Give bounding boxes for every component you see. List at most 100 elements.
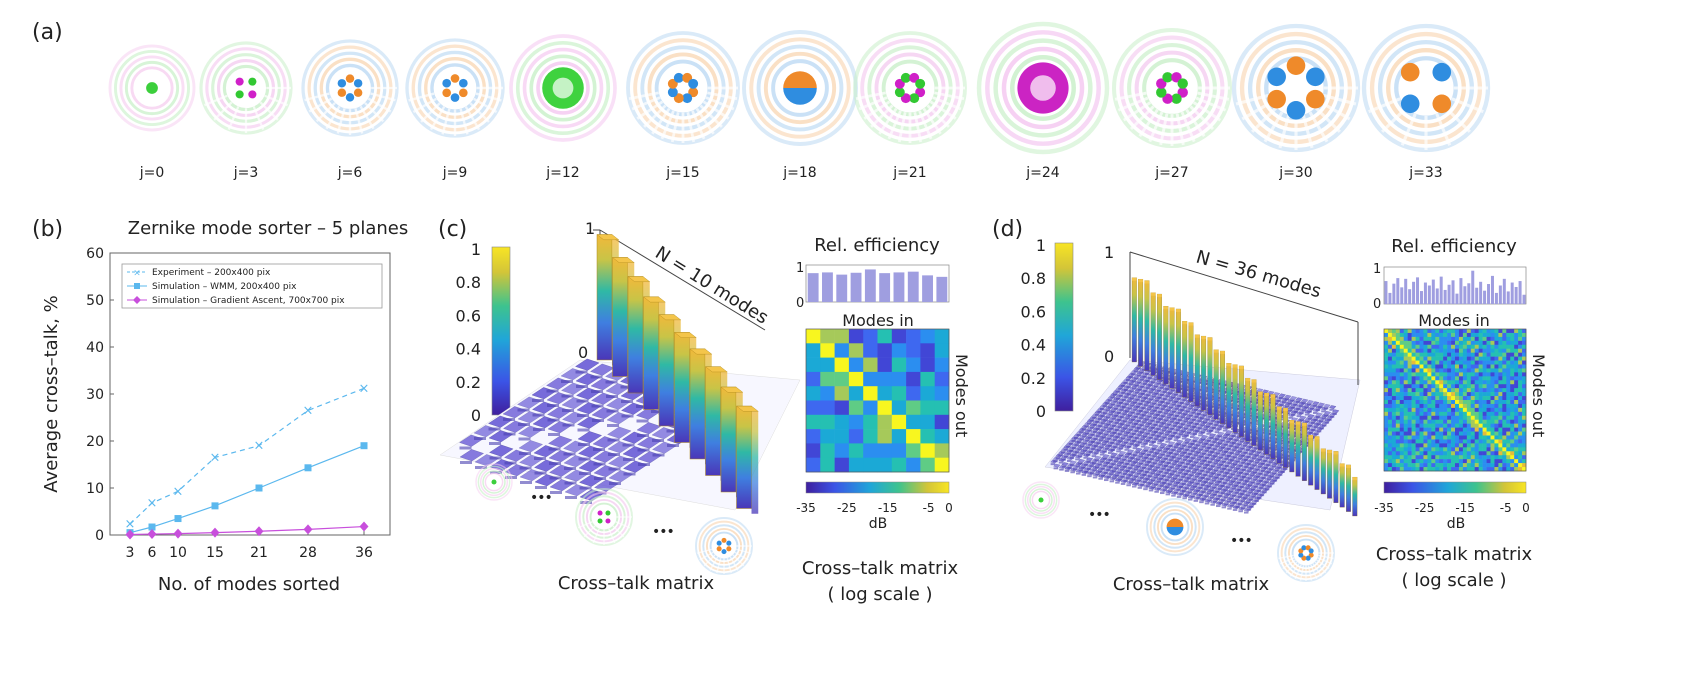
heatmap-cell bbox=[1447, 332, 1452, 338]
heatmap-cell bbox=[906, 443, 921, 458]
heatmap-cell bbox=[1522, 423, 1527, 428]
heatmap-cell bbox=[934, 386, 950, 401]
heatmap-cell bbox=[1451, 400, 1456, 405]
heatmap-cell bbox=[1407, 443, 1412, 448]
heatmap-cell bbox=[877, 343, 893, 358]
floor-bar bbox=[1295, 397, 1303, 402]
heatmap-cell bbox=[1423, 396, 1428, 401]
heatmap-cell bbox=[1415, 443, 1420, 448]
heatmap-cell bbox=[1419, 403, 1424, 409]
heatmap-cell bbox=[1518, 372, 1523, 377]
heatmap-cell bbox=[1439, 455, 1444, 460]
heatmap-cell bbox=[1395, 463, 1401, 468]
heatmap-cell bbox=[1490, 403, 1495, 409]
heatmap-cell bbox=[1407, 396, 1412, 401]
heatmap-cell bbox=[1384, 467, 1389, 472]
efficiency-bar bbox=[1408, 289, 1412, 304]
mode-j-21: j=21 bbox=[853, 31, 967, 181]
diagonal-bar bbox=[1188, 322, 1194, 402]
heatmap-cell bbox=[1502, 403, 1507, 409]
heatmap-cell bbox=[1482, 348, 1487, 353]
mode-label: j=12 bbox=[545, 165, 579, 181]
heatmap-cell bbox=[1387, 451, 1393, 456]
db-unit-c: dB bbox=[869, 516, 888, 532]
heatmap-cell bbox=[1443, 459, 1448, 464]
heatmap-cell bbox=[1403, 356, 1408, 361]
heatmap-cell bbox=[1407, 427, 1412, 432]
efficiency-bar bbox=[1396, 278, 1400, 304]
heatmap-cell bbox=[1502, 360, 1507, 365]
releff-d-bottom: 0 bbox=[1373, 297, 1381, 312]
heatmap-cell bbox=[1435, 364, 1440, 369]
heatmap-cell bbox=[1478, 431, 1483, 436]
heatmap-cell bbox=[1443, 344, 1448, 350]
heatmap-cell bbox=[1399, 368, 1405, 373]
crosstalk-3d-plot-d: 1 0 N = 36 modes bbox=[1044, 243, 1361, 517]
heatmap-cell bbox=[906, 357, 921, 373]
heatmap-cell bbox=[1510, 336, 1515, 342]
heatmap-cell bbox=[1482, 431, 1487, 436]
heatmap-cell bbox=[1494, 411, 1499, 417]
heatmap-cell bbox=[1435, 360, 1440, 365]
heatmap-cell bbox=[1447, 392, 1452, 397]
heatmap-cell bbox=[1462, 384, 1468, 389]
heatmap-cell bbox=[1462, 340, 1468, 346]
heatmap-cell bbox=[1498, 427, 1503, 432]
heatmap-cell bbox=[1407, 431, 1412, 436]
heatmap-cell bbox=[1451, 388, 1456, 393]
heatmap-cell bbox=[1478, 419, 1483, 424]
diagonal-bar bbox=[1220, 350, 1225, 424]
heatmap-cell bbox=[1494, 451, 1499, 456]
mini-mode-c1 bbox=[475, 463, 513, 501]
floor-bar bbox=[1261, 389, 1270, 394]
heatmap-cell bbox=[1470, 419, 1476, 424]
heatmap-cell bbox=[1427, 423, 1432, 428]
heatmap-cell bbox=[1435, 336, 1440, 342]
mode-j-27: j=27 bbox=[1111, 27, 1233, 181]
efficiency-bar bbox=[1427, 285, 1431, 304]
heatmap-cell bbox=[1494, 388, 1499, 393]
heatmap-cell bbox=[1494, 372, 1499, 377]
heatmap-cell bbox=[1451, 380, 1456, 385]
heatmap-cell bbox=[834, 443, 850, 458]
heatmap-cell bbox=[1455, 376, 1460, 381]
heatmap-cell bbox=[1506, 435, 1511, 440]
heatmap-cell bbox=[1522, 332, 1527, 338]
heatmap-cell bbox=[1411, 380, 1416, 385]
heatmap-cell bbox=[1494, 423, 1499, 428]
heatmap-cell bbox=[1462, 392, 1468, 397]
mode-label: j=27 bbox=[1154, 165, 1188, 181]
heatmap-cell bbox=[934, 371, 950, 387]
heatmap-cell bbox=[1427, 463, 1432, 468]
heatmap-cell bbox=[863, 343, 878, 358]
heatmap-cell bbox=[1498, 419, 1503, 424]
heatmap-cell bbox=[920, 343, 935, 358]
heatmap-cell bbox=[877, 329, 893, 344]
heatmap-cell bbox=[1506, 344, 1511, 350]
heatmap-cell bbox=[1482, 467, 1487, 472]
heatmap-cell bbox=[1395, 443, 1401, 448]
heatmap-cell bbox=[1466, 392, 1472, 397]
efficiency-bar bbox=[1475, 287, 1479, 304]
heatmap-cell bbox=[1494, 360, 1499, 365]
heatmap-cell bbox=[1435, 344, 1440, 350]
heatmap-cell bbox=[1486, 411, 1491, 417]
heatmap-cell bbox=[1423, 415, 1428, 421]
heatmap-cell bbox=[1427, 451, 1432, 456]
heatmap-cell bbox=[920, 400, 935, 416]
floor-bar bbox=[1118, 451, 1127, 455]
heatmap-cell bbox=[1423, 455, 1428, 460]
heatmap-cell bbox=[1466, 423, 1472, 428]
heatmap-cell bbox=[1423, 340, 1428, 346]
heatmap-cell bbox=[1443, 435, 1448, 440]
heatmap-cell bbox=[1518, 340, 1523, 346]
heatmap-cell bbox=[1415, 336, 1420, 342]
heatmap-cell bbox=[1490, 419, 1495, 424]
diagonal-bar bbox=[1352, 476, 1358, 517]
heatmap-cell bbox=[1395, 352, 1401, 357]
heatmap-cell bbox=[1439, 403, 1444, 409]
heatmap-cell bbox=[1395, 336, 1401, 342]
heatmap-cell bbox=[1387, 403, 1393, 409]
heatmap-cell bbox=[1411, 455, 1416, 460]
heatmap-cell bbox=[1514, 352, 1519, 357]
